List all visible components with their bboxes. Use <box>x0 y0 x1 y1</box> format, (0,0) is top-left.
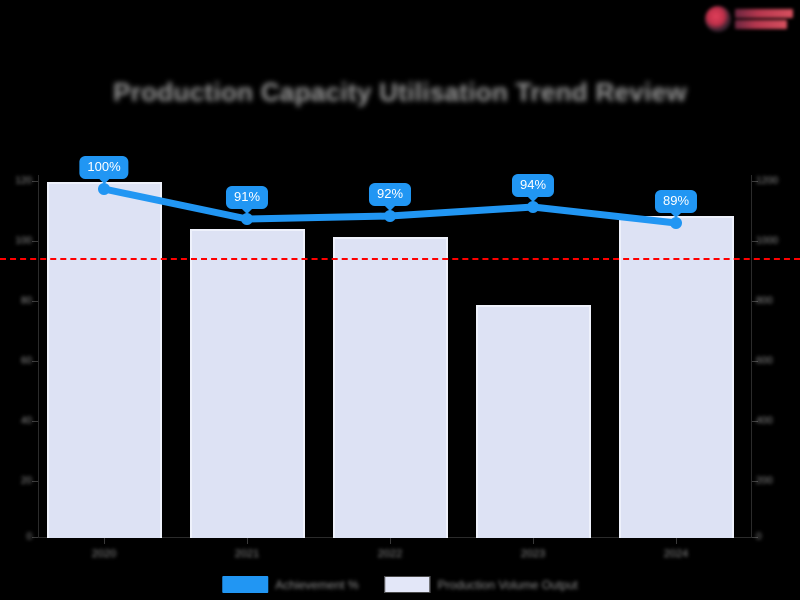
y-axis-left-label: 40 <box>20 415 32 427</box>
x-axis-tick <box>533 538 534 544</box>
legend-swatch-bar-icon <box>384 576 431 593</box>
value-callout-1: 91% <box>225 186 269 209</box>
x-axis-label-4: 2024 <box>663 548 689 560</box>
y-axis-right-tick <box>752 301 758 302</box>
y-axis-right-label: 600 <box>756 355 773 367</box>
y-axis-right-tick <box>752 481 758 482</box>
legend-swatch-line-icon <box>222 576 269 593</box>
legend-item-volume[interactable]: Production Volume Output <box>384 576 578 593</box>
chart-legend: Achievement % Production Volume Output <box>214 572 585 597</box>
y-axis-right-label: 800 <box>756 295 773 307</box>
x-axis-label-0: 2020 <box>91 548 117 560</box>
line-marker-1 <box>241 213 253 225</box>
x-axis-label-1: 2021 <box>234 548 260 560</box>
y-axis-left-tick <box>32 181 38 182</box>
y-axis-left-tick <box>32 537 38 538</box>
legend-item-achievement[interactable]: Achievement % <box>222 576 359 593</box>
bar-category-0[interactable] <box>47 182 162 538</box>
y-axis-left-tick <box>32 301 38 302</box>
y-axis-left-label: 20 <box>20 475 32 487</box>
target-threshold-line <box>0 258 800 260</box>
y-axis-left-label: 80 <box>20 295 32 307</box>
y-axis-right-tick <box>752 537 758 538</box>
y-axis-left-tick <box>32 241 38 242</box>
y-axis-right-tick <box>752 421 758 422</box>
y-axis-right-label: 0 <box>756 531 762 543</box>
line-marker-0 <box>98 183 110 195</box>
axis-spine-left <box>38 175 39 538</box>
x-axis-tick <box>104 538 105 544</box>
y-axis-right-tick <box>752 181 758 182</box>
x-axis-label-2: 2022 <box>377 548 403 560</box>
y-axis-right-label: 1200 <box>756 175 779 187</box>
company-logo <box>705 3 797 35</box>
y-axis-left-label: 0 <box>26 531 32 543</box>
y-axis-left-label: 100 <box>15 235 32 247</box>
bar-category-3[interactable] <box>476 305 591 538</box>
x-axis-label-3: 2023 <box>520 548 546 560</box>
line-series-achievement <box>98 183 682 229</box>
line-marker-4 <box>670 217 682 229</box>
chart-title: Production Capacity Utilisation Trend Re… <box>0 77 800 108</box>
y-axis-right-label: 1000 <box>756 235 779 247</box>
axis-spine-right <box>751 175 752 538</box>
legend-label-volume: Production Volume Output <box>437 577 578 592</box>
y-axis-right-label: 200 <box>756 475 773 487</box>
bar-category-2[interactable] <box>333 237 448 538</box>
x-axis-tick <box>676 538 677 544</box>
y-axis-right-tick <box>752 361 758 362</box>
bar-category-1[interactable] <box>190 229 305 538</box>
y-axis-left-label: 120 <box>15 175 32 187</box>
bar-category-4[interactable] <box>619 216 734 538</box>
x-axis-tick <box>390 538 391 544</box>
y-axis-left-tick <box>32 361 38 362</box>
logo-wordmark <box>735 9 793 29</box>
x-axis-tick <box>247 538 248 544</box>
y-axis-left-label: 60 <box>20 355 32 367</box>
chart-title-text: Production Capacity Utilisation Trend Re… <box>113 77 687 107</box>
plot-area: 120 100 80 60 40 20 0 1200 1000 800 600 … <box>0 156 800 560</box>
legend-label-achievement: Achievement % <box>275 577 359 592</box>
logo-mark-icon <box>705 6 731 32</box>
value-callout-0: 100% <box>79 156 129 179</box>
value-callout-4: 89% <box>654 190 698 213</box>
y-axis-right-label: 400 <box>756 415 773 427</box>
value-callout-3: 94% <box>511 174 555 197</box>
line-marker-3 <box>527 201 539 213</box>
y-axis-right-tick <box>752 241 758 242</box>
y-axis-left-tick <box>32 481 38 482</box>
line-marker-2 <box>384 210 396 222</box>
value-callout-2: 92% <box>368 183 412 206</box>
y-axis-left-tick <box>32 421 38 422</box>
